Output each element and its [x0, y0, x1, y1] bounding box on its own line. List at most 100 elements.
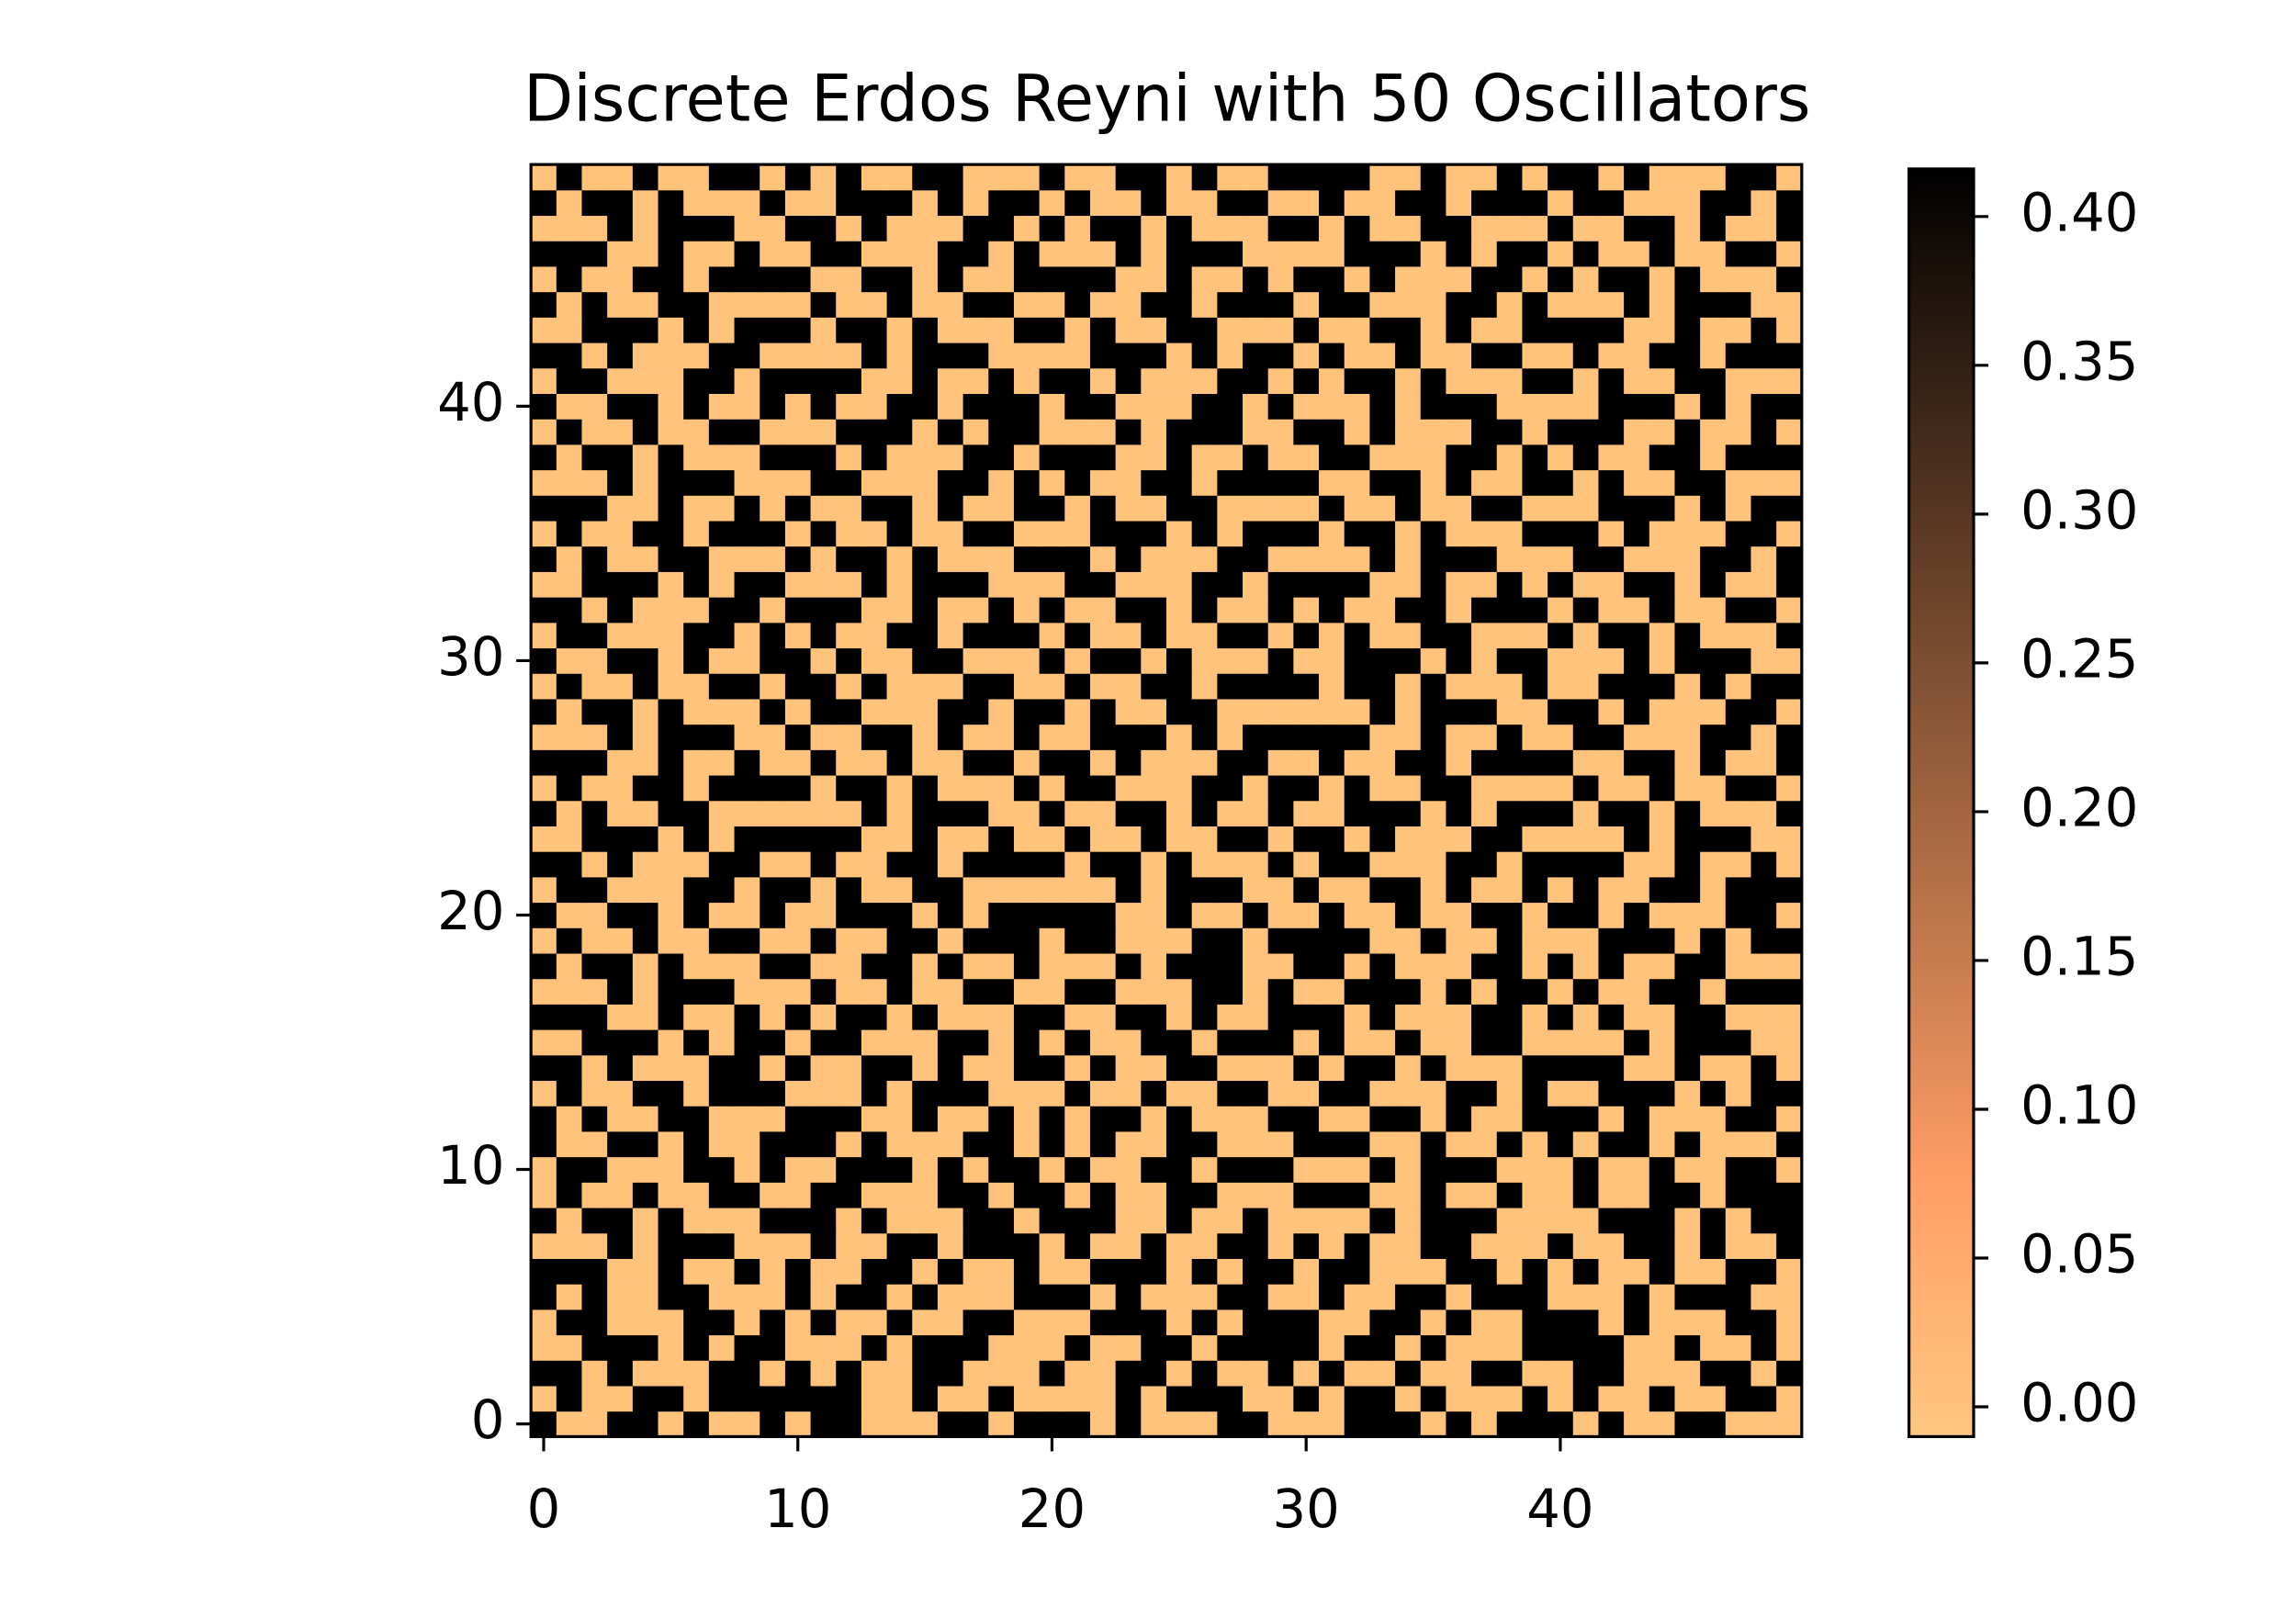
cell [1039, 343, 1065, 369]
cell [581, 749, 608, 776]
cell [1649, 393, 1675, 420]
cell [1064, 597, 1091, 624]
cell [1674, 597, 1701, 624]
cell [962, 1410, 989, 1437]
cell [810, 444, 837, 471]
cell [683, 902, 710, 928]
cell [836, 1232, 862, 1259]
cell [1598, 1258, 1625, 1285]
cell [1496, 673, 1523, 700]
cell [1572, 698, 1599, 725]
cell [1420, 1284, 1446, 1310]
cell [1548, 749, 1574, 776]
cell [1496, 1156, 1523, 1183]
cell [607, 241, 634, 267]
cell [683, 419, 710, 445]
cell [683, 215, 710, 242]
cell [1395, 1386, 1422, 1412]
cell [760, 1386, 786, 1412]
cell [1395, 241, 1422, 267]
cell [1191, 164, 1218, 191]
cell [1776, 444, 1803, 471]
cell [1165, 1309, 1193, 1336]
cell [581, 622, 608, 649]
cell [1141, 851, 1167, 878]
cell [1496, 953, 1523, 980]
cell [1319, 597, 1345, 624]
cell [912, 1208, 939, 1234]
cell [861, 978, 888, 1005]
cell [912, 393, 939, 420]
cell [1700, 241, 1727, 267]
cell [1522, 749, 1548, 776]
cell [1496, 1004, 1523, 1030]
cell [937, 1232, 964, 1259]
cell [1522, 545, 1548, 572]
cell [1115, 775, 1142, 802]
cell [708, 1284, 736, 1310]
cell [581, 1182, 608, 1208]
cell [1115, 597, 1142, 624]
cell [1319, 1208, 1345, 1234]
cell [1471, 698, 1498, 725]
cell [531, 1130, 557, 1158]
cell [683, 241, 710, 267]
cell [1598, 1029, 1625, 1056]
cell [531, 164, 557, 191]
cell [810, 241, 837, 267]
cell [1548, 291, 1574, 318]
cell [1344, 1334, 1370, 1361]
cell [1395, 698, 1422, 725]
cell [1039, 1386, 1065, 1412]
cell [1039, 673, 1065, 700]
cell [1165, 444, 1193, 471]
cell [1471, 647, 1498, 674]
cell [988, 597, 1015, 624]
cell [810, 317, 837, 343]
cell [988, 393, 1015, 420]
cell [1750, 1232, 1777, 1259]
cell [886, 291, 913, 318]
cell [556, 724, 582, 750]
cell [1191, 597, 1218, 624]
cell [1395, 419, 1422, 445]
cell [962, 1106, 989, 1132]
cell [1446, 749, 1472, 776]
cell [1420, 1258, 1446, 1285]
cell [836, 571, 862, 598]
cell [1649, 1258, 1675, 1285]
x-tick-label: 20 [1019, 1478, 1086, 1540]
cell [1548, 1029, 1574, 1056]
cell [1420, 164, 1446, 191]
cell [1165, 597, 1193, 624]
cell [784, 927, 812, 954]
cell [1293, 215, 1320, 242]
cell [1293, 724, 1320, 750]
cell [658, 953, 684, 980]
cell [1191, 521, 1218, 547]
cell [1420, 622, 1446, 649]
cell [861, 495, 888, 522]
cell [962, 545, 989, 572]
cell [988, 317, 1015, 343]
cell [1217, 241, 1244, 267]
cell [1344, 419, 1370, 445]
cell [607, 1258, 634, 1285]
cell [1089, 1232, 1117, 1259]
cell [760, 343, 786, 369]
cell [1395, 826, 1422, 852]
cell [1064, 444, 1091, 471]
cell [1267, 1156, 1294, 1183]
cell [1319, 876, 1345, 904]
cell [632, 343, 659, 369]
cell [861, 1004, 888, 1030]
cell [1496, 317, 1523, 343]
cell [1649, 469, 1675, 496]
cell [810, 545, 837, 572]
cell [1776, 826, 1803, 852]
cell [1039, 698, 1065, 725]
cell [886, 1232, 913, 1259]
cell [531, 902, 557, 928]
cell [1293, 1080, 1320, 1107]
cell [1267, 571, 1294, 598]
